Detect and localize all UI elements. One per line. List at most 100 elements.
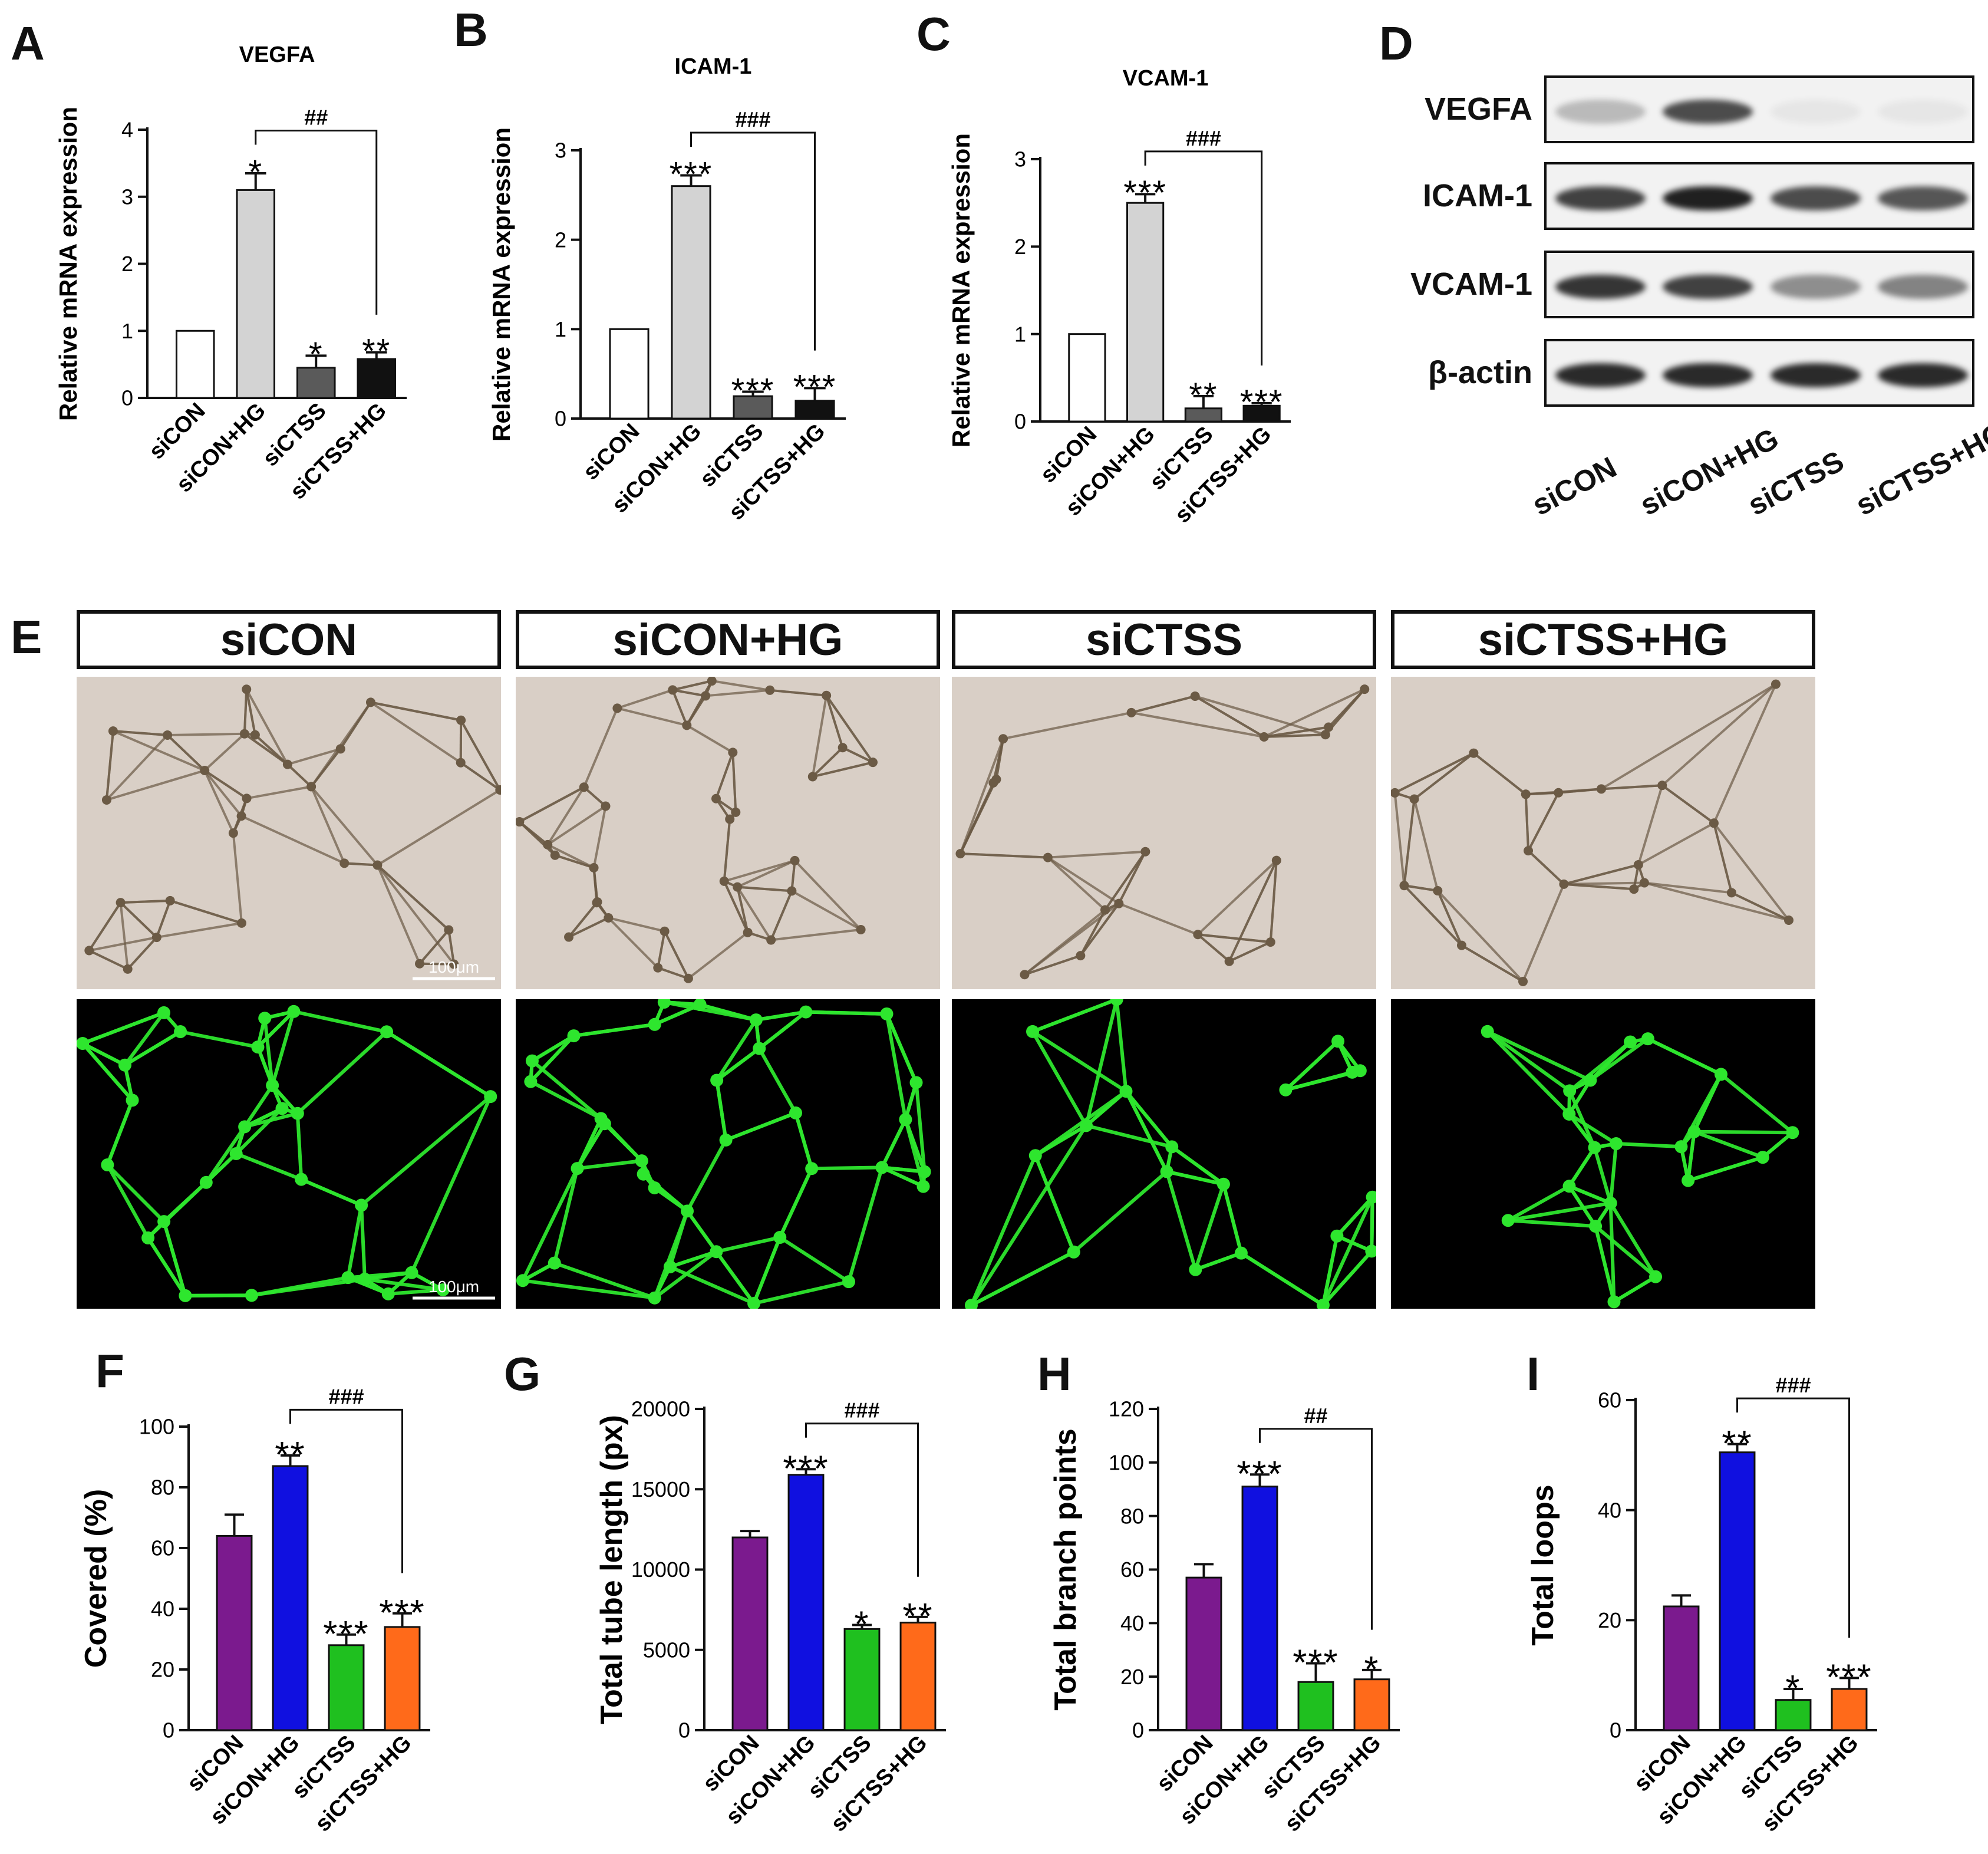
blot-band — [1878, 99, 1969, 124]
significance-stars: ** — [362, 332, 391, 371]
blot-strip — [1544, 75, 1974, 143]
bar — [236, 189, 276, 399]
significance-stars: ** — [275, 1435, 305, 1476]
y-tick-label: 60 — [1598, 1388, 1621, 1412]
blot-band — [1770, 363, 1861, 388]
blot-strip — [1544, 251, 1974, 318]
blot-band — [1878, 363, 1969, 388]
significance-stars: *** — [379, 1593, 425, 1634]
blot-row-label: β-actin — [1428, 354, 1532, 390]
comparison-hash: ## — [1304, 1404, 1327, 1428]
brightfield-image: 100μm — [77, 677, 501, 989]
panel-letter-b: B — [454, 4, 488, 56]
y-tick-label: 100 — [139, 1415, 174, 1439]
comparison-hash: ### — [328, 1384, 364, 1408]
blot-strip — [1544, 162, 1974, 230]
y-axis-label: Total loops — [1526, 1484, 1560, 1645]
y-axis-label: Total branch points — [1049, 1428, 1083, 1711]
significance-stars: ** — [1189, 376, 1218, 414]
panel-letter-i: I — [1527, 1348, 1540, 1400]
significance-stars: *** — [783, 1448, 829, 1489]
y-tick-label: 0 — [163, 1718, 174, 1743]
significance-stars: * — [854, 1605, 869, 1645]
fluorescence-image: 100μm — [77, 999, 501, 1309]
chart-title: VCAM-1 — [1123, 66, 1209, 91]
comparison-hash: ### — [1775, 1373, 1811, 1397]
fluorescence-image — [952, 999, 1376, 1309]
blot-row-label: VCAM-1 — [1410, 266, 1532, 302]
significance-stars: *** — [1240, 383, 1284, 421]
blot-band — [1555, 99, 1646, 124]
bar — [787, 1474, 825, 1731]
blot-band — [1770, 274, 1861, 299]
y-tick-label: 15000 — [631, 1477, 690, 1501]
y-tick-label: 20 — [1120, 1665, 1144, 1689]
bar — [175, 330, 215, 399]
y-axis-label: Total tube length (px) — [595, 1415, 629, 1724]
comparison-bracket — [1736, 1397, 1850, 1638]
bar — [731, 1536, 769, 1731]
condition-header: siCTSS — [952, 610, 1376, 669]
bar — [899, 1621, 937, 1731]
significance-stars: *** — [323, 1614, 369, 1655]
comparison-bracket — [1144, 150, 1263, 366]
y-tick-label: 3 — [1014, 147, 1026, 172]
y-tick-label: 0 — [1610, 1718, 1621, 1743]
y-tick-label: 20 — [1598, 1608, 1621, 1632]
bar — [1126, 202, 1165, 423]
scale-bar-label: 100μm — [428, 1277, 479, 1296]
y-tick-label: 0 — [678, 1718, 690, 1743]
blot-band — [1663, 99, 1753, 124]
y-axis-label: Relative mRNA expression — [947, 133, 975, 447]
condition-header: siCON+HG — [516, 610, 940, 669]
significance-stars: *** — [1123, 174, 1167, 212]
y-axis-label: Covered (%) — [79, 1489, 113, 1668]
significance-stars: *** — [1293, 1643, 1338, 1684]
bar — [1719, 1451, 1756, 1731]
y-tick-label: 80 — [1120, 1504, 1144, 1528]
comparison-hash: ### — [1186, 126, 1221, 150]
significance-stars: *** — [1826, 1657, 1872, 1698]
blot-band — [1878, 274, 1969, 299]
significance-stars: * — [1364, 1649, 1379, 1690]
y-tick-label: 20000 — [631, 1397, 690, 1421]
y-tick-label: 1 — [555, 317, 566, 341]
fluorescence-image — [516, 999, 940, 1309]
blot-band — [1663, 274, 1753, 299]
y-tick-label: 20 — [151, 1658, 174, 1682]
y-tick-label: 0 — [121, 386, 133, 410]
panel-letter-c: C — [916, 8, 951, 60]
y-tick-label: 40 — [1120, 1611, 1144, 1635]
brightfield-image — [516, 677, 940, 989]
significance-stars: ** — [1722, 1424, 1752, 1464]
y-tick-label: 2 — [555, 228, 566, 252]
chart-title: VEGFA — [239, 42, 315, 67]
y-tick-label: 3 — [121, 185, 133, 209]
chart-title: ICAM-1 — [675, 54, 752, 79]
blot-row-label: ICAM-1 — [1423, 177, 1532, 213]
y-tick-label: 0 — [1014, 410, 1026, 434]
y-tick-label: 5000 — [643, 1638, 690, 1662]
blot-band — [1555, 274, 1646, 299]
y-tick-label: 0 — [1132, 1718, 1144, 1743]
y-tick-label: 1 — [121, 319, 133, 343]
brightfield-image — [1391, 677, 1815, 989]
blot-row-label: VEGFA — [1424, 91, 1532, 127]
y-tick-label: 40 — [1598, 1498, 1621, 1522]
bar — [1241, 1486, 1278, 1731]
bar — [272, 1465, 309, 1731]
significance-stars: *** — [1237, 1454, 1283, 1494]
y-tick-label: 60 — [1120, 1557, 1144, 1582]
comparison-hash: ### — [735, 107, 770, 131]
y-tick-label: 40 — [151, 1597, 174, 1621]
y-tick-label: 2 — [121, 252, 133, 276]
significance-stars: * — [1785, 1668, 1801, 1709]
y-tick-label: 10000 — [631, 1557, 690, 1582]
